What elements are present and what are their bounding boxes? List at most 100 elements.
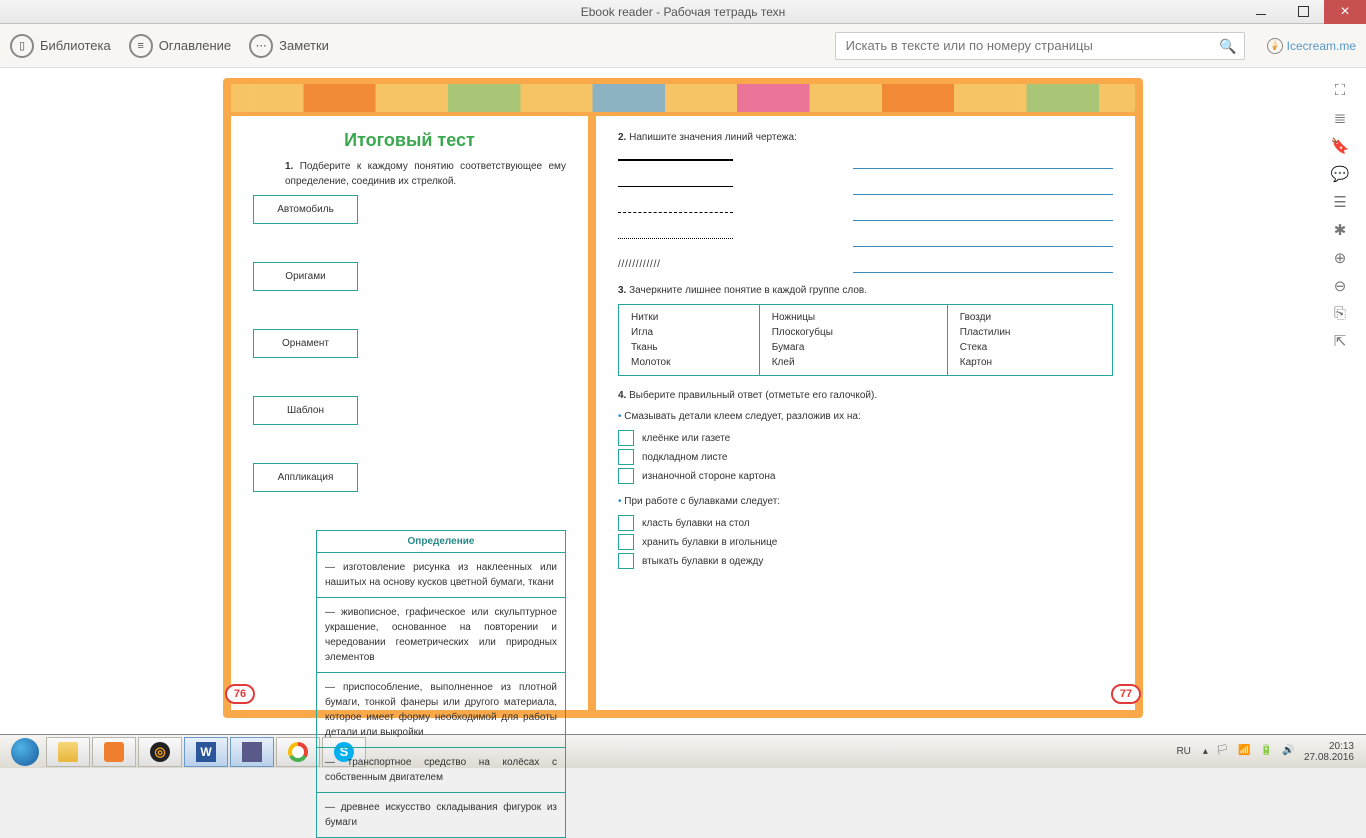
task2-prompt: 2. Напишите значения линий чертежа:: [618, 130, 1113, 145]
search-input[interactable]: [835, 32, 1245, 60]
q3-cell: НиткиИглаТканьМолоток: [619, 305, 760, 376]
clock[interactable]: 20:13 27.08.2016: [1304, 741, 1360, 763]
library-label: Библиотека: [40, 38, 111, 53]
icecream-icon: 🍦: [1267, 38, 1283, 54]
reader-area: Итоговый тест 1. Подберите к каждому пон…: [0, 68, 1366, 734]
checkbox-icon[interactable]: [618, 430, 634, 446]
searchbar: 🔍 🍦 Icecream.me: [835, 32, 1356, 60]
folder-icon: [58, 742, 78, 762]
terms-column: Автомобиль Оригами Орнамент Шаблон Аппли…: [253, 195, 358, 530]
checkbox-row[interactable]: класть булавки на стол: [618, 515, 1113, 531]
lang-indicator[interactable]: RU: [1172, 744, 1194, 759]
checkbox-row[interactable]: хранить булавки в игольнице: [618, 534, 1113, 550]
notes-button[interactable]: ⋯ Заметки: [249, 34, 329, 58]
volume-icon[interactable]: 🔊: [1282, 745, 1296, 759]
term-box: Оригами: [253, 262, 358, 291]
taskbar: ◎ W S RU ▴ 🏳 📶 🔋 🔊 20:13 27.08.2016: [0, 734, 1366, 768]
book-icon: ▯: [10, 34, 34, 58]
test-title: Итоговый тест: [253, 130, 566, 151]
task1-num: 1.: [285, 161, 293, 172]
zoom-in-icon[interactable]: ⊕: [1330, 249, 1350, 267]
q3-cell: НожницыПлоскогубцыБумагаКлей: [759, 305, 947, 376]
task4-q2: • При работе с булавками следует:: [618, 494, 1113, 509]
reader-side-tools: ⛶ ≣ 🔖 💬 ☰ ✱ ⊕ ⊖ ⎘ ⇱: [1330, 82, 1350, 350]
toc-button[interactable]: ≡ Оглавление: [129, 34, 231, 58]
task4-num: 4.: [618, 390, 626, 401]
fullscreen-icon[interactable]: ⛶: [1330, 82, 1350, 99]
task3-table: НиткиИглаТканьМолоток НожницыПлоскогубцы…: [618, 304, 1113, 376]
window-controls: [1240, 0, 1366, 24]
brand-label: Icecream.me: [1287, 39, 1356, 53]
tray-up-icon[interactable]: ▴: [1203, 746, 1208, 757]
app-toolbar: ▯ Библиотека ≡ Оглавление ⋯ Заметки 🔍 🍦 …: [0, 24, 1366, 68]
term-box: Орнамент: [253, 329, 358, 358]
battery-icon[interactable]: 🔋: [1260, 745, 1274, 759]
taskbar-media[interactable]: [92, 737, 136, 767]
task2-num: 2.: [618, 132, 626, 143]
checkbox-row[interactable]: подкладном листе: [618, 449, 1113, 465]
task2-text: Напишите значения линий чертежа:: [629, 132, 797, 143]
q3-cell: ГвоздиПластилинСтекаКартон: [947, 305, 1112, 376]
export-icon[interactable]: ⇱: [1330, 332, 1350, 350]
bookmark-icon[interactable]: 🔖: [1330, 137, 1350, 155]
def-cell: — древнее искусство складывания фигурок …: [316, 793, 566, 838]
minimize-button[interactable]: [1240, 0, 1282, 24]
checkbox-icon[interactable]: [618, 534, 634, 550]
checkbox-icon[interactable]: [618, 553, 634, 569]
zoom-out-icon[interactable]: ⊖: [1330, 277, 1350, 295]
close-button[interactable]: [1324, 0, 1366, 24]
page-right: 2. Напишите значения линий чертежа: / / …: [596, 116, 1135, 710]
taskbar-explorer[interactable]: [46, 737, 90, 767]
word-icon: W: [196, 742, 216, 762]
copy-icon[interactable]: ⎘: [1330, 305, 1350, 322]
chat-icon: ⋯: [249, 34, 273, 58]
media-icon: [104, 742, 124, 762]
taskbar-aimp[interactable]: ◎: [138, 737, 182, 767]
checkbox-icon[interactable]: [618, 449, 634, 465]
checkbox-row[interactable]: втыкать булавки в одежду: [618, 553, 1113, 569]
task1-prompt: 1. Подберите к каждому понятию соответст…: [253, 159, 566, 189]
page-left: Итоговый тест 1. Подберите к каждому пон…: [231, 116, 588, 710]
decorative-header: [231, 84, 1135, 112]
task3-prompt: 3. Зачеркните лишнее понятие в каждой гр…: [618, 283, 1113, 298]
checkbox-row[interactable]: изнаночной стороне картона: [618, 468, 1113, 484]
list-icon[interactable]: ≣: [1330, 109, 1350, 127]
taskbar-word[interactable]: W: [184, 737, 228, 767]
search-icon[interactable]: 🔍: [1219, 38, 1236, 55]
network-icon[interactable]: 📶: [1238, 745, 1252, 759]
task1-text: Подберите к каждому понятию соответствую…: [285, 161, 566, 187]
toc-label: Оглавление: [159, 38, 231, 53]
star-icon[interactable]: ✱: [1330, 221, 1350, 239]
page-number-left: 76: [225, 684, 255, 704]
page-number-right: 77: [1111, 684, 1141, 704]
search-wrap: 🔍: [835, 32, 1245, 60]
window-title: Ebook reader - Рабочая тетрадь техн: [581, 5, 786, 19]
checkbox-row[interactable]: клеёнке или газете: [618, 430, 1113, 446]
term-box: Автомобиль: [253, 195, 358, 224]
term-box: Аппликация: [253, 463, 358, 492]
start-button[interactable]: [6, 737, 44, 767]
maximize-button[interactable]: [1282, 0, 1324, 24]
drawing-lines-block: / / / / / / / / / / / /: [618, 151, 1113, 273]
task4-text: Выберите правильный ответ (отметьте его …: [629, 390, 877, 401]
note-icon[interactable]: 💬: [1330, 165, 1350, 183]
task3-num: 3.: [618, 285, 626, 296]
book-spread: Итоговый тест 1. Подберите к каждому пон…: [223, 78, 1143, 718]
windows-icon: [11, 738, 39, 766]
lines-icon[interactable]: ☰: [1330, 193, 1350, 211]
flag-icon[interactable]: 🏳: [1216, 745, 1230, 759]
checkbox-icon[interactable]: [618, 468, 634, 484]
def-header: Определение: [316, 530, 566, 553]
chrome-icon: [288, 742, 308, 762]
def-cell: — изготовление рисунка из наклеенных или…: [316, 553, 566, 598]
checkbox-icon[interactable]: [618, 515, 634, 531]
task4-prompt: 4. Выберите правильный ответ (отметьте е…: [618, 388, 1113, 403]
def-cell: — живописное, графическое или скульптурн…: [316, 598, 566, 673]
time: 20:13: [1304, 741, 1354, 752]
task4-q1: • Смазывать детали клеем следует, разлож…: [618, 409, 1113, 424]
library-button[interactable]: ▯ Библиотека: [10, 34, 111, 58]
def-cell: — транспортное средство на колёсах с соб…: [316, 748, 566, 793]
aimp-icon: ◎: [150, 742, 170, 762]
brand-link[interactable]: 🍦 Icecream.me: [1267, 38, 1356, 54]
window-titlebar: Ebook reader - Рабочая тетрадь техн: [0, 0, 1366, 24]
